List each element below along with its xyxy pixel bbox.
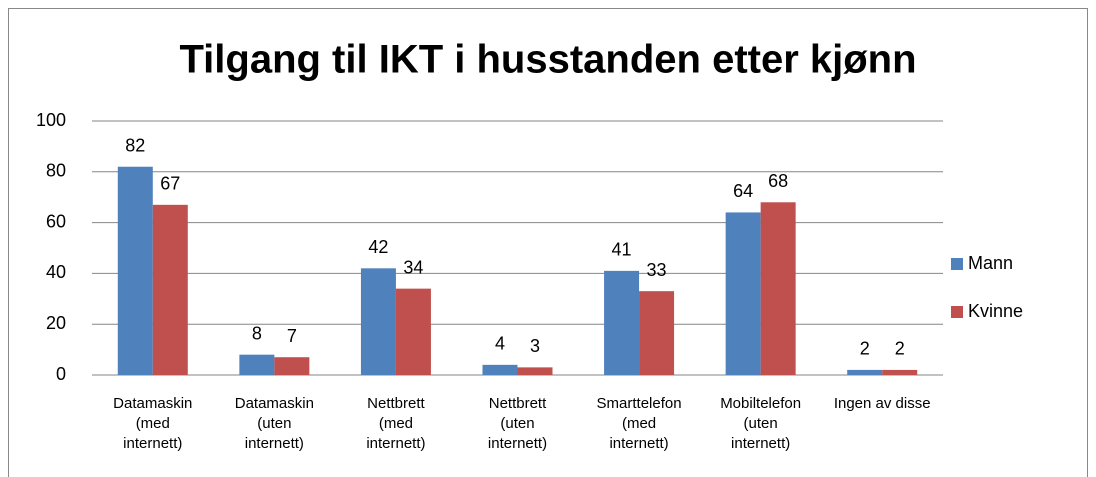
- bar: [639, 291, 675, 375]
- bar: [725, 212, 761, 375]
- bar: [152, 204, 188, 375]
- bar: [604, 270, 640, 375]
- data-label: 8: [252, 323, 262, 343]
- x-tick-label: Nettbrett (med internett): [366, 395, 426, 452]
- data-label: 82: [125, 135, 145, 155]
- bar: [117, 166, 153, 375]
- data-label: 68: [768, 171, 788, 191]
- bar: [360, 268, 396, 375]
- x-tick-label: Datamaskin (uten internett): [234, 395, 314, 452]
- bar: [239, 354, 275, 375]
- chart-title: Tilgang til IKT i husstanden etter kjønn: [179, 38, 916, 82]
- bar: [395, 288, 431, 375]
- y-tick-label: 80: [46, 161, 66, 181]
- data-label: 67: [160, 174, 180, 194]
- bar: [274, 357, 310, 375]
- bar: [482, 364, 518, 375]
- data-label: 34: [403, 257, 423, 277]
- data-label: 2: [860, 339, 870, 359]
- data-label: 3: [530, 336, 540, 356]
- data-label: 41: [612, 240, 632, 260]
- legend-swatch: [951, 306, 963, 318]
- legend-label: Mann: [968, 253, 1013, 273]
- x-tick-label: Datamaskin (med internett): [113, 395, 193, 452]
- x-tick-label: Ingen av disse: [833, 395, 931, 412]
- x-tick-label: Smarttelefon (med internett): [596, 395, 682, 452]
- chart-border: [8, 8, 1088, 477]
- y-tick-label: 40: [46, 262, 66, 282]
- bar: [882, 369, 918, 375]
- y-tick-label: 0: [56, 364, 66, 384]
- data-label: 4: [495, 334, 505, 354]
- x-tick-label: Mobiltelefon (uten internett): [720, 395, 802, 452]
- bar: [847, 369, 883, 375]
- bar: [760, 202, 796, 375]
- legend-label: Kvinne: [968, 301, 1023, 321]
- data-label: 33: [647, 260, 667, 280]
- legend-swatch: [951, 258, 963, 270]
- data-label: 7: [287, 326, 297, 346]
- bar: [517, 367, 553, 375]
- y-tick-label: 60: [46, 211, 66, 231]
- y-tick-label: 100: [36, 110, 66, 130]
- data-label: 64: [733, 181, 753, 201]
- data-label: 2: [895, 339, 905, 359]
- x-tick-label: Nettbrett (uten internett): [487, 395, 548, 452]
- y-tick-label: 20: [46, 313, 66, 333]
- data-label: 42: [368, 237, 388, 257]
